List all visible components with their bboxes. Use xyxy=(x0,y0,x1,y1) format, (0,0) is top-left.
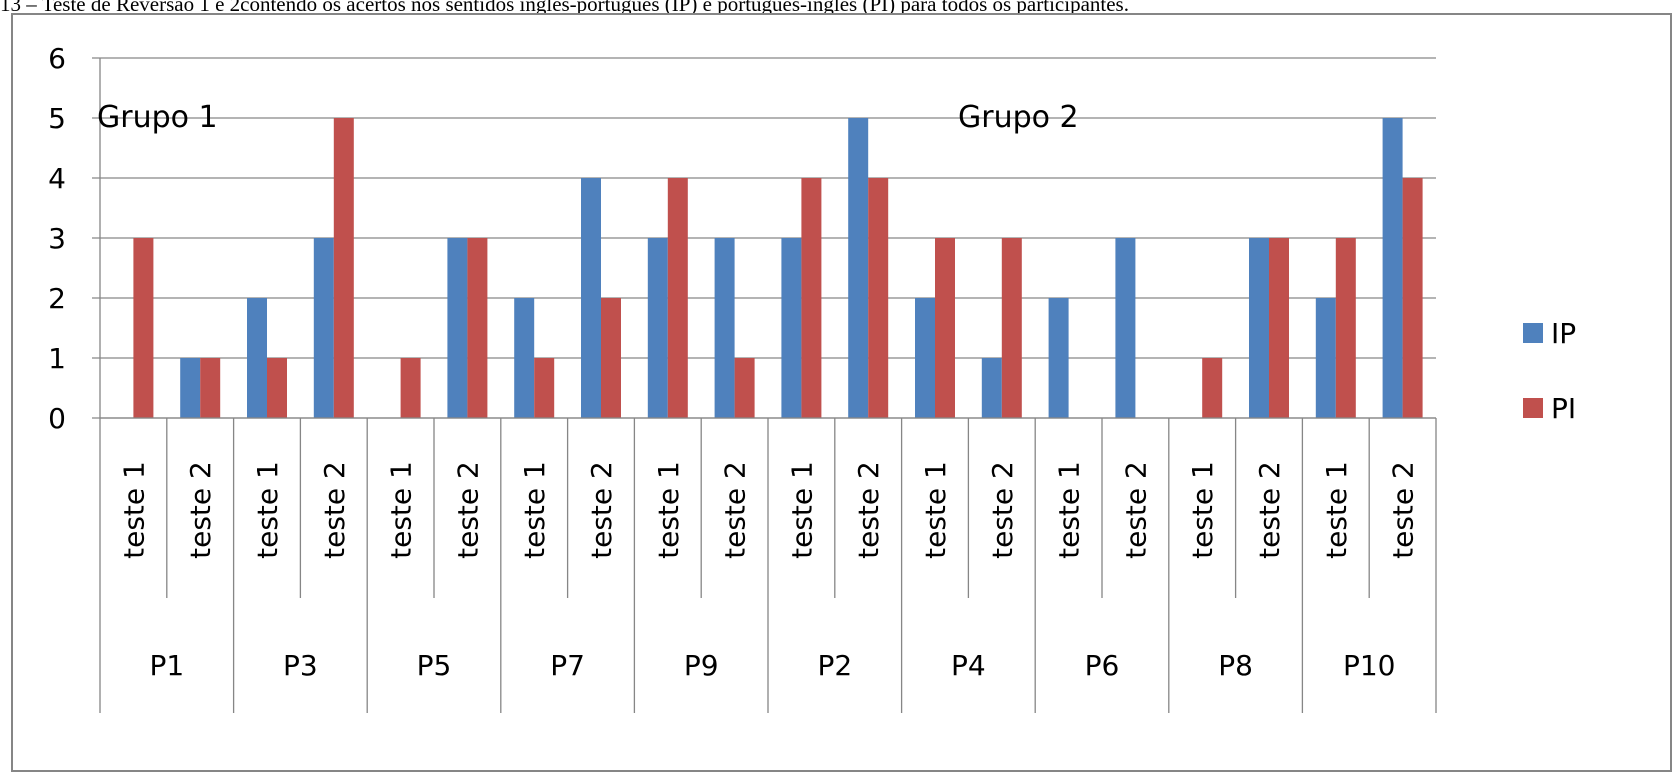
y-tick-label: 0 xyxy=(48,402,66,435)
bar-pi[interactable] xyxy=(333,118,354,418)
group-label: P4 xyxy=(951,649,986,682)
x-tick-label: teste 1 xyxy=(251,461,284,559)
x-tick-label: teste 2 xyxy=(318,461,351,559)
x-tick-label: teste 1 xyxy=(919,461,952,559)
bar-pi[interactable] xyxy=(868,178,889,418)
x-tick-label: teste 1 xyxy=(117,461,150,559)
bar-ip[interactable] xyxy=(1315,298,1336,418)
bar-pi[interactable] xyxy=(667,178,688,418)
x-tick-label: teste 1 xyxy=(1053,461,1086,559)
bar-ip[interactable] xyxy=(848,118,869,418)
bar-pi[interactable] xyxy=(1202,358,1223,418)
bar-ip[interactable] xyxy=(981,358,1002,418)
x-tick-label: teste 2 xyxy=(1119,461,1152,559)
bar-ip[interactable] xyxy=(714,238,735,418)
group-label: P10 xyxy=(1343,649,1396,682)
x-tick-label: teste 1 xyxy=(518,461,551,559)
x-tick-label: teste 2 xyxy=(1253,461,1286,559)
bar-pi[interactable] xyxy=(467,238,488,418)
bar-ip[interactable] xyxy=(1115,238,1136,418)
group-label: P2 xyxy=(817,649,852,682)
group-label: P3 xyxy=(283,649,318,682)
bar-ip[interactable] xyxy=(1249,238,1269,418)
bar-pi[interactable] xyxy=(1269,238,1289,418)
x-tick-label: teste 1 xyxy=(785,461,818,559)
bar-chart: 0 1 2 3 4 5 6 teste 1 teste 2 teste 1 teste 2 teste… xyxy=(11,13,1672,772)
bar-ip[interactable] xyxy=(581,178,601,418)
bar-pi[interactable] xyxy=(601,298,621,418)
y-tick-label: 4 xyxy=(48,162,66,195)
x-tick-label: teste 2 xyxy=(184,461,217,559)
y-tick-label: 2 xyxy=(48,282,66,315)
bar-ip[interactable] xyxy=(1382,118,1403,418)
bar-ip[interactable] xyxy=(514,298,535,418)
bar-pi[interactable] xyxy=(1402,178,1423,418)
bar-ip[interactable] xyxy=(247,298,267,418)
bar-pi[interactable] xyxy=(1335,238,1356,418)
x-tick-label: teste 1 xyxy=(652,461,685,559)
x-tick-label: teste 1 xyxy=(1320,461,1353,559)
y-tick-label: 3 xyxy=(48,222,66,255)
bar-pi[interactable] xyxy=(200,358,221,418)
y-tick-label: 1 xyxy=(48,342,66,375)
bar-pi[interactable] xyxy=(534,358,555,418)
x-tick-label: teste 2 xyxy=(1387,461,1420,559)
bar-ip[interactable] xyxy=(313,238,334,418)
figure-caption: 13 – Teste de Reversão 1 e 2contendo os … xyxy=(0,0,1129,15)
bar-ip[interactable] xyxy=(447,238,468,418)
group-label: P9 xyxy=(684,649,719,682)
group-label: P1 xyxy=(149,649,184,682)
bar-ip[interactable] xyxy=(647,238,668,418)
legend-swatch-ip xyxy=(1523,323,1543,343)
bar-pi[interactable] xyxy=(267,358,287,418)
bar-ip[interactable] xyxy=(1048,298,1069,418)
y-tick-label: 5 xyxy=(48,102,66,135)
x-tick-label: teste 1 xyxy=(385,461,418,559)
legend-label-ip: IP xyxy=(1551,317,1576,350)
y-tick-label: 6 xyxy=(48,42,66,75)
bar-pi[interactable] xyxy=(935,238,955,418)
group-label: P7 xyxy=(550,649,585,682)
x-tick-label: teste 2 xyxy=(986,461,1019,559)
x-tick-label: teste 2 xyxy=(852,461,885,559)
x-tick-label: teste 2 xyxy=(719,461,752,559)
x-tick-label: teste 2 xyxy=(451,461,484,559)
group-label: P5 xyxy=(417,649,452,682)
bar-ip[interactable] xyxy=(915,298,935,418)
group-label: P8 xyxy=(1218,649,1253,682)
annotation-grupo-2: Grupo 2 xyxy=(958,100,1079,135)
bar-pi[interactable] xyxy=(734,358,755,418)
bar-pi[interactable] xyxy=(801,178,822,418)
bar-ip[interactable] xyxy=(781,238,802,418)
annotation-grupo-1: Grupo 1 xyxy=(97,100,218,135)
legend-label-pi: PI xyxy=(1551,392,1576,425)
chart-frame: 0 1 2 3 4 5 6 teste 1 teste 2 teste 1 teste 2 teste… xyxy=(0,13,1673,773)
x-tick-label: teste 1 xyxy=(1186,461,1219,559)
bar-ip[interactable] xyxy=(180,358,201,418)
bar-pi[interactable] xyxy=(133,238,154,418)
x-tick-label: teste 2 xyxy=(585,461,618,559)
bar-pi[interactable] xyxy=(400,358,421,418)
legend-swatch-pi xyxy=(1523,398,1543,418)
group-label: P6 xyxy=(1085,649,1120,682)
bar-pi[interactable] xyxy=(1001,238,1022,418)
